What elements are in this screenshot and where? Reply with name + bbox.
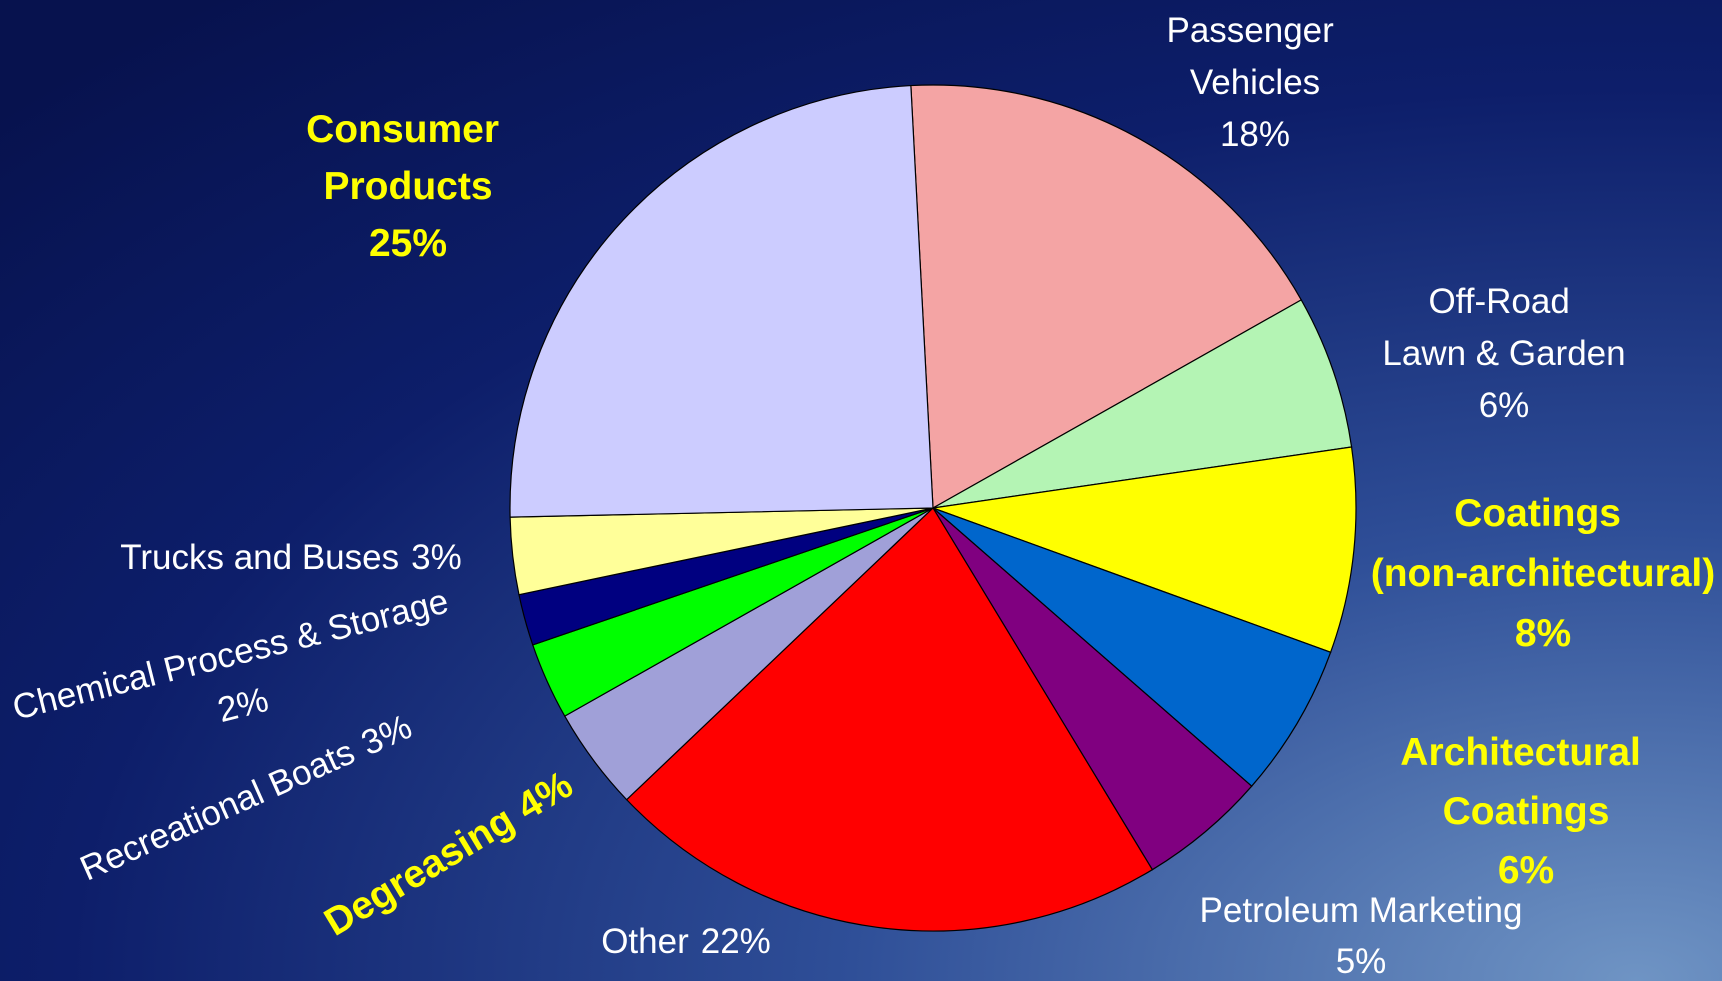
slice-value: 6% — [1498, 849, 1554, 892]
slice-name: Architectural Coatings — [1400, 731, 1651, 833]
pie-slice — [625, 507, 1154, 932]
slice-name: Petroleum Marketing — [1200, 891, 1523, 930]
pie-slice — [509, 84, 934, 518]
slice-value: 6% — [1479, 386, 1530, 425]
slice-value: 22% — [701, 922, 771, 961]
slice-name-line: Products — [323, 165, 492, 208]
slice-name-line: Passenger — [1166, 11, 1343, 50]
slice-name-line: Architectural — [1400, 731, 1651, 774]
slice-label: Other 22% — [601, 922, 771, 961]
slice-name-line: Coatings — [1443, 790, 1610, 833]
slice-name-line: Trucks and Buses — [120, 538, 399, 577]
slice-name-line: Coatings — [1454, 492, 1632, 535]
slice-value: 3% — [411, 538, 462, 577]
slice-name: Consumer Products — [306, 108, 510, 208]
slice-value: 25% — [369, 222, 447, 265]
slice-name-line: (non-architectural) — [1371, 552, 1716, 595]
pie-slice — [910, 84, 1303, 509]
slice-name: Coatings (non-architectural) — [1371, 492, 1716, 595]
slice-value: 8% — [1515, 612, 1571, 655]
slice-name-line: Off-Road — [1428, 282, 1579, 321]
slice-name-line: Petroleum Marketing — [1200, 891, 1523, 930]
slice-value: 18% — [1220, 115, 1290, 154]
slice-name-line: Lawn & Garden — [1382, 334, 1625, 373]
slice-label: Trucks and Buses 3% — [120, 538, 461, 577]
slice-label: Passenger Vehicles 18% — [1166, 11, 1343, 154]
slice-label: Consumer Products 25% — [306, 108, 510, 265]
pie-slice — [932, 299, 1353, 509]
slice-label: Petroleum Marketing 5% — [1200, 891, 1523, 981]
slice-value: 5% — [1336, 942, 1387, 981]
slice-name: Other — [601, 922, 689, 961]
slice-name: Passenger Vehicles — [1166, 11, 1343, 102]
pie-slice — [932, 507, 1332, 788]
slice-label: Coatings (non-architectural) 8% — [1371, 492, 1716, 655]
slice-name: Trucks and Buses — [120, 538, 399, 577]
slice-label: Off-Road Lawn & Garden 6% — [1382, 282, 1625, 425]
slice-name-line: Vehicles — [1190, 63, 1320, 102]
pie-slice — [932, 446, 1357, 654]
slice-label: Architectural Coatings 6% — [1400, 731, 1651, 892]
slice-name-line: Other — [601, 922, 689, 961]
slice-name: Off-Road Lawn & Garden — [1382, 282, 1625, 373]
slice-name-line: Consumer — [306, 108, 510, 151]
